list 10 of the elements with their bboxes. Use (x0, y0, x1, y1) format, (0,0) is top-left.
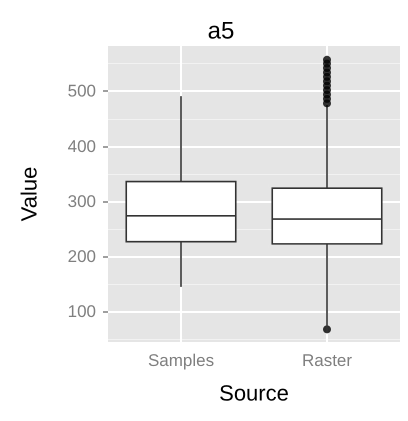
y-tick-label: 300 (68, 192, 96, 211)
y-tick-label: 100 (68, 302, 96, 322)
y-tick-label: 500 (68, 82, 96, 101)
y-axis-title: Value (16, 166, 42, 222)
x-axis-title: Source (219, 380, 289, 406)
y-tick-label: 200 (68, 247, 96, 266)
x-tick-label: Samples (148, 351, 214, 370)
x-tick-label: Raster (302, 351, 352, 370)
chart-title: a5 (208, 18, 234, 44)
y-tick-label: 400 (68, 136, 96, 156)
